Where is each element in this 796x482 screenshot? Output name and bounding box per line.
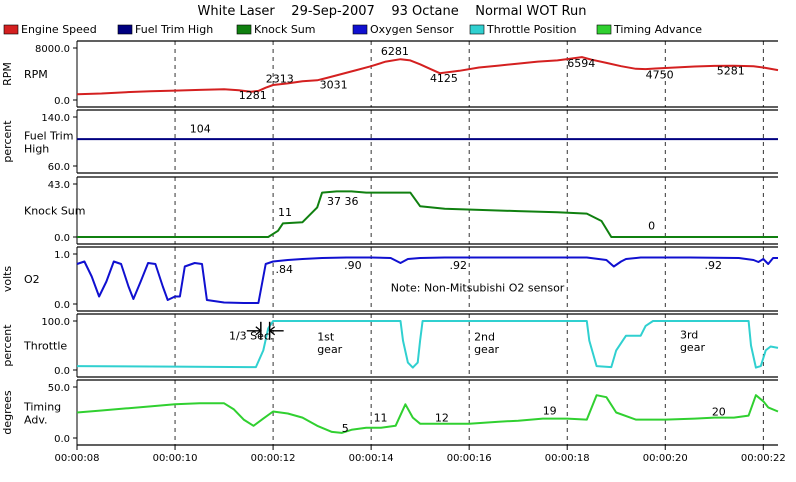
legend-item: Knock Sum [236, 23, 316, 36]
panel-o2: 1.0 0.0 volts O2 [1, 246, 778, 312]
legend-label: Timing Advance [613, 23, 702, 36]
y-unit-label: volts [1, 266, 14, 293]
y-tick-label-max: 100.0 [41, 317, 70, 328]
annotation-label: gear [474, 343, 499, 356]
panel-fuel: 140.0 60.0 percent Fuel Trim High [1, 109, 778, 174]
series-line-o2 [76, 256, 778, 304]
x-axis: 00:00:08 00:00:10 00:00:12 00:00:14 00:00:16… [55, 445, 786, 464]
legend-swatch [469, 24, 485, 35]
legend-item: Timing Advance [596, 23, 702, 36]
y-unit-label: RPM [1, 62, 14, 86]
annotation-label: 11 [278, 206, 292, 219]
legend-item: Fuel Trim High [117, 23, 213, 36]
x-tick-label: 00:00:18 [545, 453, 590, 464]
annotation-label: 37 36 [327, 195, 359, 208]
y-tick-label-max: 1.0 [54, 250, 70, 261]
annotation-label: gear [317, 343, 342, 356]
y-tick-label-min: 60.0 [48, 162, 70, 173]
annotation-label: 6594 [567, 57, 595, 70]
annotation-label: 11 [374, 412, 388, 425]
y-tick-label-min: 0.0 [54, 96, 70, 107]
legend-label: Knock Sum [254, 23, 316, 36]
annotation-label: 19 [543, 405, 557, 418]
annotation-label: 0 [648, 220, 655, 233]
panel-label: Fuel Trim High [24, 130, 73, 156]
panel-label: RPM [24, 68, 48, 81]
panel-label: Throttle [23, 340, 67, 353]
annotation-label: 12 [435, 412, 449, 425]
legend-swatch [236, 24, 252, 35]
panel-knock: 43.0 0.0 Knock Sum [24, 176, 778, 245]
annotation-label: 4750 [646, 69, 674, 82]
annotation-label: 2nd [474, 331, 495, 344]
annotations: 1281 2313 3031 6281 4125 6594 4750 5281 104 11 37 … [190, 45, 745, 435]
annotation-label: gear [680, 341, 705, 354]
series-line-throttle [76, 320, 779, 369]
interval-arrow-right [246, 326, 262, 336]
annotation-label: 20 [712, 406, 726, 419]
annotation-label: 104 [190, 122, 211, 135]
annotation-label: .84 [276, 263, 294, 276]
legend-item: Throttle Position [469, 23, 577, 36]
legend-swatch [3, 24, 19, 35]
x-tick-label: 00:00:14 [349, 453, 394, 464]
panel-label: Timing Adv. [23, 401, 61, 427]
x-tick-label: 00:00:22 [741, 453, 786, 464]
legend-item: Oxygen Sensor [352, 23, 454, 36]
panel-timing: 50.0 0.0 degrees Timing Adv. [1, 379, 779, 446]
legend-label: Engine Speed [21, 23, 97, 36]
legend-label: Fuel Trim High [135, 23, 213, 36]
y-tick-label-min: 0.0 [54, 300, 70, 311]
x-tick-label: 00:00:12 [251, 453, 296, 464]
legend-swatch [596, 24, 612, 35]
x-tick-label: 00:00:10 [153, 453, 198, 464]
legend-item: Engine Speed [3, 23, 97, 36]
panel-throttle: 100.0 0.0 percent Throttle [1, 313, 779, 378]
annotation-label: .92 [450, 259, 468, 272]
y-tick-label-max: 43.0 [48, 180, 70, 191]
annotation-label: 5 [342, 422, 349, 435]
annotation-label: 4125 [430, 72, 458, 85]
x-tick-label: 00:00:20 [643, 453, 688, 464]
legend-label: Oxygen Sensor [370, 23, 454, 36]
annotation-label: 5281 [717, 65, 745, 78]
y-tick-label-max: 50.0 [48, 383, 70, 394]
y-tick-label-min: 0.0 [54, 366, 70, 377]
annotation-label: .90 [344, 259, 362, 272]
annotation-label: 1st [317, 331, 335, 344]
legend: Engine Speed Fuel Trim High Knock Sum Oxyge… [3, 23, 702, 36]
annotation-label: 2313 [266, 72, 294, 85]
chart-title: White Laser 29-Sep-2007 93 Octane Normal… [198, 4, 587, 19]
legend-swatch [117, 24, 133, 35]
y-unit-label: percent [1, 324, 14, 367]
annotation-label: 3rd [680, 329, 698, 342]
y-unit-label: percent [1, 120, 14, 163]
annotation-label: .92 [704, 259, 722, 272]
y-tick-label-min: 0.0 [54, 233, 70, 244]
panel-label: O2 [24, 273, 40, 286]
series-line-rpm [76, 56, 779, 96]
series-line-timing [76, 394, 779, 434]
time-interval-marker [246, 321, 284, 340]
series-line-knock [77, 190, 778, 238]
annotation-label: 1/3 Sec. [229, 330, 273, 343]
y-tick-label-max: 140.0 [41, 113, 70, 124]
x-tick-label: 00:00:16 [447, 453, 492, 464]
legend-label: Throttle Position [486, 23, 577, 36]
legend-swatch [352, 24, 368, 35]
y-tick-label-min: 0.0 [54, 434, 70, 445]
annotation-label: 1281 [239, 89, 267, 102]
annotation-label: 3031 [320, 78, 348, 91]
y-tick-label-max: 8000.0 [35, 44, 70, 55]
interval-arrow-left [268, 326, 284, 336]
annotation-label: Note: Non-Mitsubishi O2 sensor [391, 282, 565, 295]
plot-panels: 8000.0 0.0 RPM RPM 140.0 60.0 percent Fuel Trim… [1, 40, 779, 446]
x-tick-label: 00:00:08 [55, 453, 100, 464]
panel-label: Knock Sum [24, 205, 86, 218]
panel-rpm: 8000.0 0.0 RPM RPM [1, 40, 779, 108]
annotation-label: 6281 [381, 45, 409, 58]
y-unit-label: degrees [1, 390, 14, 435]
